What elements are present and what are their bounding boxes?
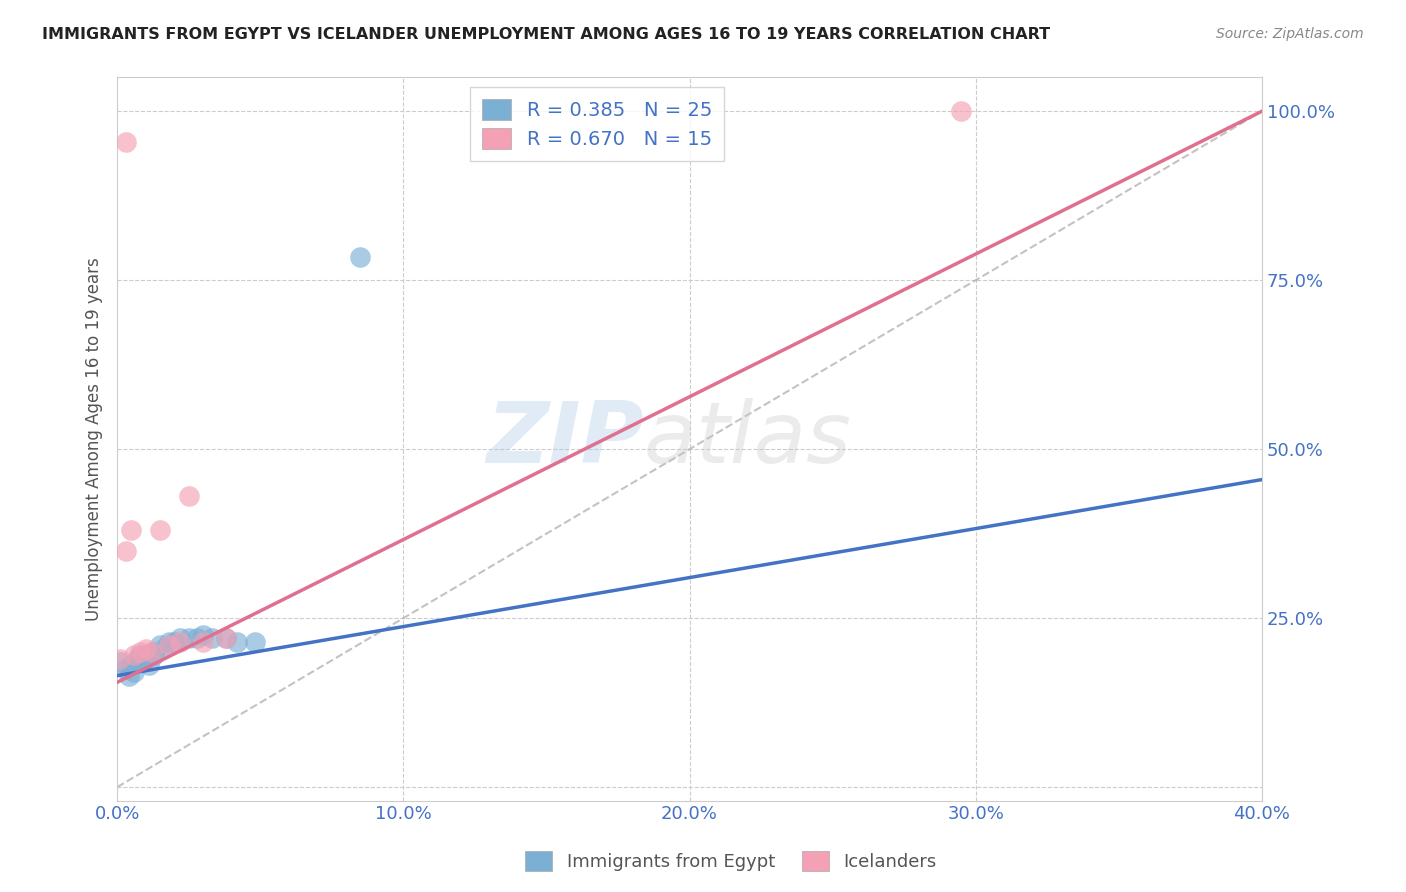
Legend: R = 0.385   N = 25, R = 0.670   N = 15: R = 0.385 N = 25, R = 0.670 N = 15 (471, 87, 724, 161)
Point (186, 632, 208, 646)
Point (157, 634, 180, 648)
Point (114, 543, 136, 558)
Point (124, 648, 146, 663)
Point (191, 634, 214, 648)
Point (177, 490, 200, 504)
Point (129, 645, 152, 659)
Point (121, 658, 143, 673)
Point (243, 634, 266, 648)
Point (108, 655, 131, 669)
Text: ZIP: ZIP (486, 398, 644, 481)
Point (149, 638, 172, 652)
Text: Source: ZipAtlas.com: Source: ZipAtlas.com (1216, 27, 1364, 41)
Point (191, 628, 214, 642)
Point (143, 648, 166, 663)
Point (114, 135, 136, 149)
Point (135, 641, 157, 656)
Point (141, 645, 163, 659)
Point (135, 648, 157, 663)
Point (157, 638, 180, 652)
Point (114, 662, 136, 676)
Point (124, 665, 146, 680)
Y-axis label: Unemployment Among Ages 16 to 19 years: Unemployment Among Ages 16 to 19 years (86, 257, 103, 621)
Point (163, 634, 186, 648)
Point (226, 634, 249, 648)
Point (152, 641, 174, 656)
Point (117, 668, 139, 682)
Point (169, 634, 191, 648)
Point (349, 250, 371, 264)
Point (132, 655, 155, 669)
Point (215, 632, 238, 646)
Point (215, 632, 238, 646)
Point (108, 651, 131, 665)
Point (149, 523, 172, 537)
Point (177, 632, 200, 646)
Point (169, 632, 191, 646)
Point (127, 651, 149, 665)
Point (950, 104, 973, 119)
Legend: Immigrants from Egypt, Icelanders: Immigrants from Egypt, Icelanders (517, 844, 945, 879)
Point (138, 658, 160, 673)
Text: IMMIGRANTS FROM EGYPT VS ICELANDER UNEMPLOYMENT AMONG AGES 16 TO 19 YEARS CORREL: IMMIGRANTS FROM EGYPT VS ICELANDER UNEMP… (42, 27, 1050, 42)
Point (141, 645, 163, 659)
Point (129, 648, 152, 663)
Point (121, 523, 143, 537)
Text: atlas: atlas (644, 398, 852, 481)
Point (201, 632, 224, 646)
